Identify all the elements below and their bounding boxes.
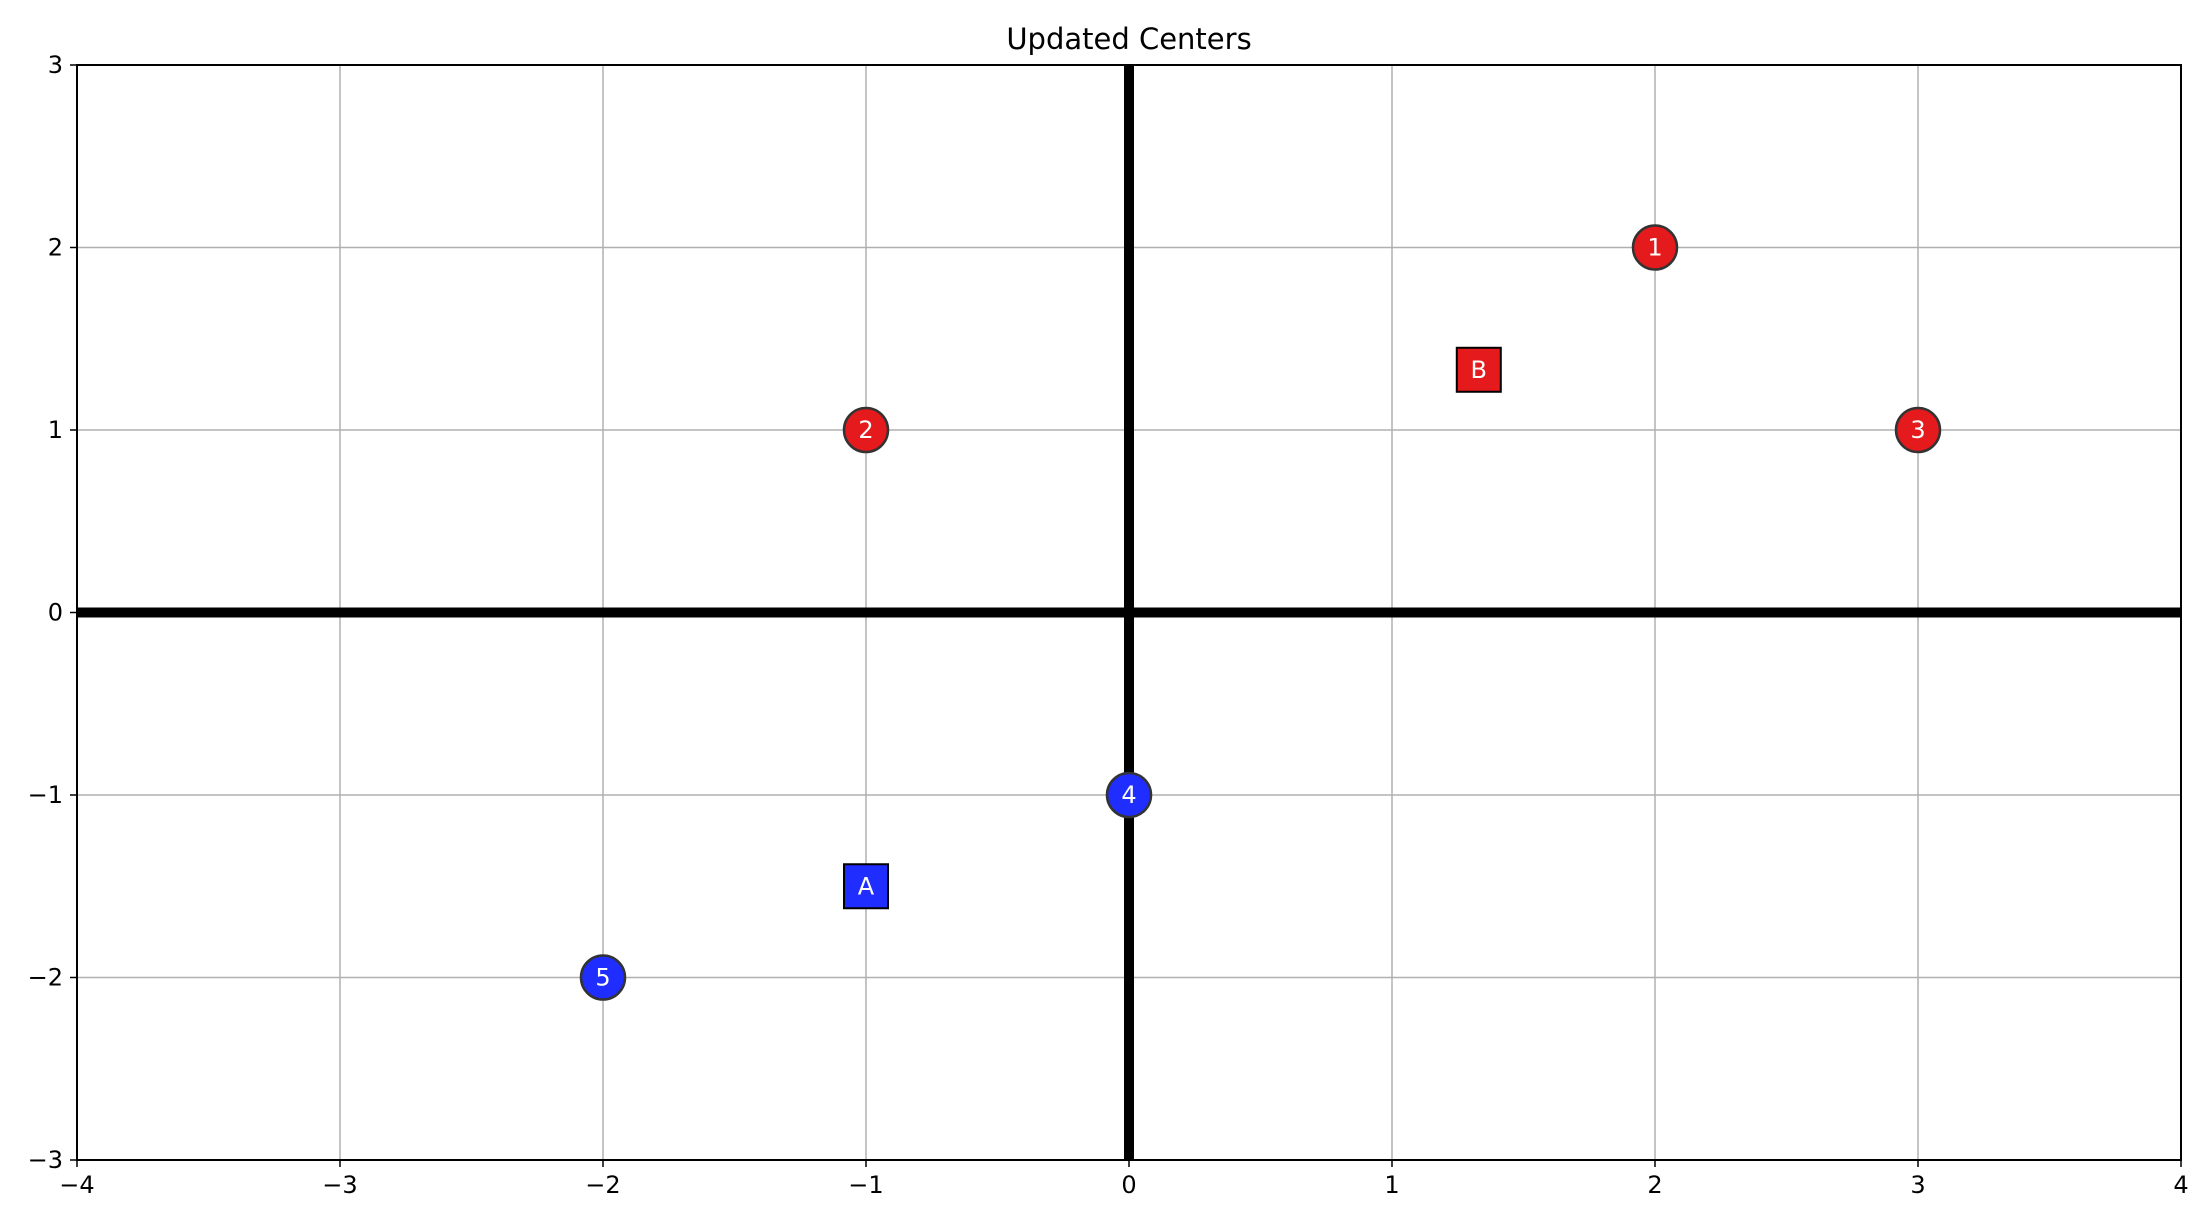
x-tick-label: −1 (848, 1171, 883, 1199)
x-tick-label: 3 (1910, 1171, 1925, 1199)
x-tick-label: −4 (59, 1171, 94, 1199)
data-point-5: 5 (579, 954, 627, 1001)
data-point-marker (1105, 771, 1153, 819)
data-points: 1 2 3 4 5 A B (579, 224, 1942, 1001)
data-point-3: 3 (1894, 406, 1942, 454)
y-tick-label: 0 (48, 599, 63, 627)
zero-axis-lines (77, 65, 2181, 1160)
data-point-marker (579, 954, 627, 1001)
center-label: A (858, 872, 875, 900)
center-A: A (843, 863, 889, 910)
y-tick-label: 3 (48, 51, 63, 79)
data-point-label: 2 (858, 416, 873, 444)
x-tick-label: −2 (585, 1171, 620, 1199)
data-point-label: 3 (1910, 416, 1925, 444)
y-tick-label: −3 (28, 1146, 63, 1174)
x-tick-label: 4 (2173, 1171, 2188, 1199)
data-point-marker (842, 406, 890, 454)
data-point-label: 1 (1647, 234, 1662, 262)
data-point-label: 4 (1121, 781, 1136, 809)
center-B: B (1455, 346, 1502, 393)
data-point-2: 2 (842, 406, 890, 454)
chart-title: Updated Centers (1006, 22, 1251, 56)
data-point-1: 1 (1631, 224, 1679, 271)
center-label: B (1471, 356, 1487, 384)
y-tick-label: 2 (48, 234, 63, 262)
center-marker (843, 863, 889, 910)
x-tick-label: 2 (1647, 1171, 1662, 1199)
y-tick-label: −2 (28, 964, 63, 992)
data-point-marker (1894, 406, 1942, 454)
x-tick-label: −3 (322, 1171, 357, 1199)
data-point-label: 5 (595, 964, 610, 992)
data-point-marker (1631, 224, 1679, 271)
y-tick-label: −1 (28, 781, 63, 809)
x-tick-label: 1 (1384, 1171, 1399, 1199)
center-marker (1455, 346, 1502, 393)
x-tick-label: 0 (1121, 1171, 1136, 1199)
y-tick-label: 1 (48, 416, 63, 444)
data-point-4: 4 (1105, 771, 1153, 819)
